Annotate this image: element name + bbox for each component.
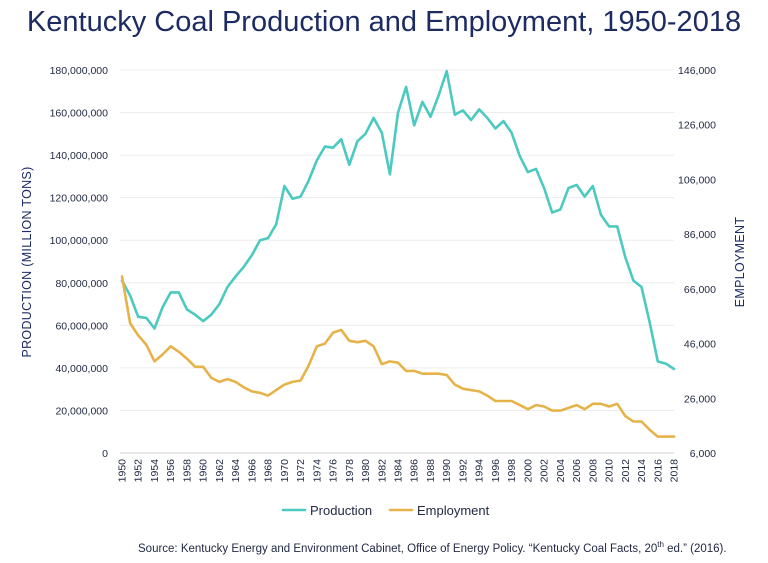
y2-tick-label: 46,000 <box>684 339 716 351</box>
x-tick-label: 1978 <box>344 459 356 483</box>
right-axis: 6,000 26,000 46,000 66,000 86,000 106,000 126,… <box>678 65 716 460</box>
x-tick-label: 1968 <box>263 459 275 483</box>
legend-label-employment: Employment <box>417 503 490 518</box>
y2-tick-label: 126,000 <box>678 120 716 132</box>
x-tick-label: 2018 <box>669 459 681 483</box>
x-tick-label: 2014 <box>636 459 648 483</box>
x-tick-label: 2012 <box>620 459 632 483</box>
legend: Production Employment <box>281 503 490 518</box>
x-tick-label: 1980 <box>360 459 372 483</box>
x-tick-label: 1994 <box>474 459 486 483</box>
source-superscript: th <box>657 540 664 549</box>
source-note: Source: Kentucky Energy and Environment … <box>138 540 727 555</box>
x-tick-label: 1954 <box>149 459 161 483</box>
y2-tick-label: 146,000 <box>678 65 716 77</box>
x-tick-label: 1990 <box>441 459 453 483</box>
y-tick-label: 160,000,000 <box>50 108 109 120</box>
x-tick-label: 1976 <box>328 459 340 483</box>
series-lines <box>120 69 676 438</box>
x-tick-label: 1996 <box>490 459 502 483</box>
x-tick-label: 2000 <box>522 459 534 483</box>
y-tick-label: 40,000,000 <box>55 363 108 375</box>
x-tick-label: 2016 <box>652 459 664 483</box>
y-tick-label: 20,000,000 <box>55 405 108 417</box>
x-tick-label: 1988 <box>425 459 437 483</box>
x-tick-label: 1960 <box>198 459 210 483</box>
x-tick-label: 1952 <box>133 459 145 483</box>
left-axis: 0 20,000,000 40,000,000 60,000,000 80,000,00… <box>50 65 109 460</box>
y2-tick-label: 86,000 <box>684 229 716 241</box>
x-tick-label: 1986 <box>409 459 421 483</box>
y-tick-label: 180,000,000 <box>50 65 109 77</box>
y-tick-label: 100,000,000 <box>50 235 109 247</box>
y-tick-label: 140,000,000 <box>50 150 109 162</box>
employment-line <box>120 275 676 438</box>
x-tick-label: 1964 <box>230 459 242 483</box>
y-tick-label: 0 <box>102 448 108 460</box>
y2-tick-label: 26,000 <box>684 393 716 405</box>
y-tick-label: 120,000,000 <box>50 193 109 205</box>
y2-axis-title: EMPLOYMENT <box>733 217 747 308</box>
x-axis: 1950 1952 1954 1956 1958 1960 1962 1964 1966 1968… <box>117 459 681 483</box>
y-tick-label: 80,000,000 <box>55 278 108 290</box>
y-tick-label: 60,000,000 <box>55 320 108 332</box>
x-tick-label: 2004 <box>555 459 567 483</box>
x-tick-label: 2006 <box>571 459 583 483</box>
source-suffix: ed.” (2016). <box>663 542 727 555</box>
gridlines <box>120 69 674 454</box>
x-tick-label: 1966 <box>246 459 258 483</box>
x-tick-label: 1950 <box>117 459 129 483</box>
x-tick-label: 1998 <box>506 459 518 483</box>
x-tick-label: 1974 <box>311 459 323 483</box>
x-tick-label: 2002 <box>539 459 551 483</box>
x-tick-label: 2010 <box>604 459 616 483</box>
x-tick-label: 1958 <box>181 459 193 483</box>
y-axis-title: PRODUCTION (MILLION TONS) <box>20 166 34 357</box>
x-tick-label: 1962 <box>214 459 226 483</box>
x-tick-label: 1970 <box>279 459 291 483</box>
x-tick-label: 1972 <box>295 459 307 483</box>
chart-title: Kentucky Coal Production and Employment,… <box>26 6 742 38</box>
source-prefix: Source: Kentucky Energy and Environment … <box>138 542 658 555</box>
production-line <box>120 69 676 371</box>
x-tick-label: 1984 <box>393 459 405 483</box>
y2-tick-label: 6,000 <box>690 448 716 460</box>
y2-tick-label: 66,000 <box>684 284 716 296</box>
x-tick-label: 1956 <box>165 459 177 483</box>
x-tick-label: 1982 <box>376 459 388 483</box>
x-tick-label: 1992 <box>457 459 469 483</box>
x-tick-label: 2008 <box>587 459 599 483</box>
y2-tick-label: 106,000 <box>678 174 716 186</box>
legend-label-production: Production <box>310 503 372 518</box>
